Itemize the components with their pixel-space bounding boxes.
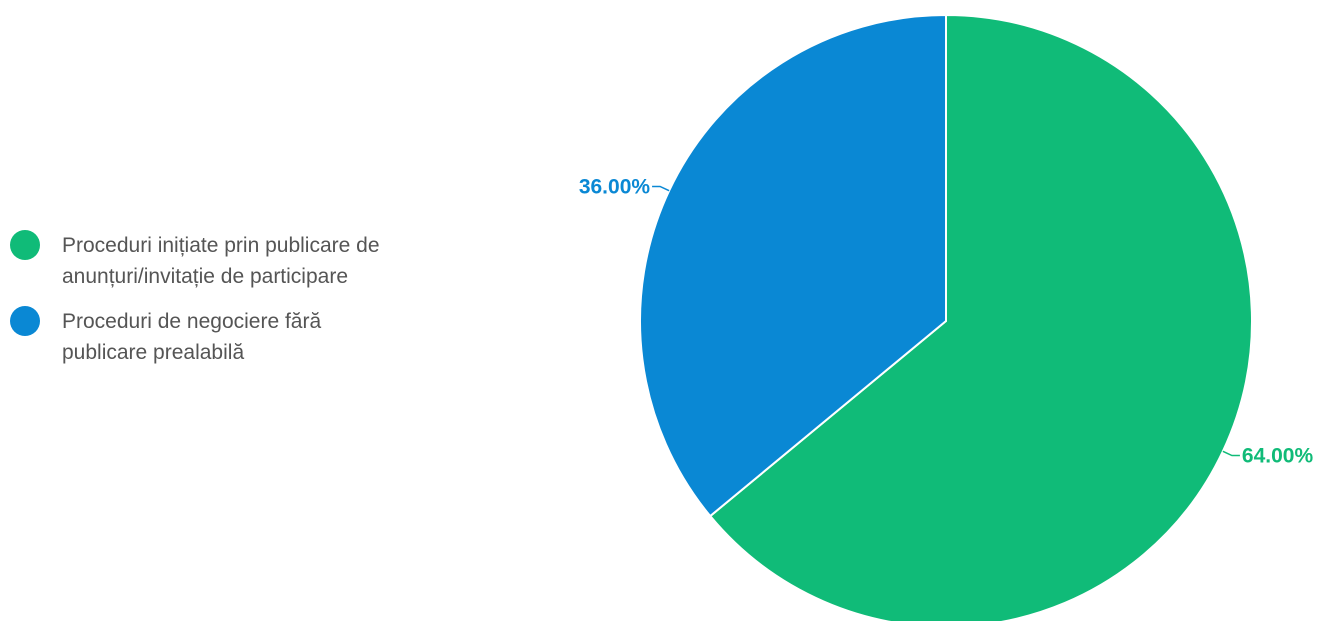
data-label-1: 36.00%	[579, 175, 651, 198]
leader-line-1	[652, 185, 670, 192]
pie-slices	[639, 13, 1253, 621]
pie-slice-0[interactable]	[708, 13, 1253, 621]
legend-item-publicare[interactable]: Proceduri inițiate prin publicare de anu…	[10, 230, 430, 292]
leader-line-0	[1222, 450, 1240, 457]
legend-label-negociere: Proceduri de negociere fără publicare pr…	[62, 310, 322, 364]
legend-swatch-publicare	[10, 230, 40, 260]
legend-item-negociere[interactable]: Proceduri de negociere fără publicare pr…	[10, 306, 430, 368]
pie-data-labels: 64.00% 36.00%	[579, 175, 1314, 467]
data-label-0: 64.00%	[1242, 445, 1314, 468]
chart-legend: Proceduri inițiate prin publicare de anu…	[10, 230, 430, 382]
legend-swatch-negociere	[10, 306, 40, 336]
legend-label-publicare: Proceduri inițiate prin publicare de anu…	[62, 234, 380, 288]
